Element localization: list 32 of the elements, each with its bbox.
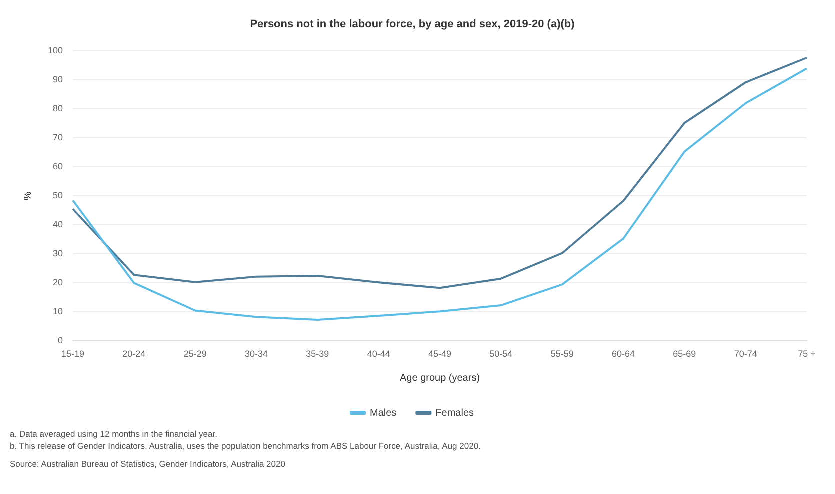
x-tick-label: 65-69 [673,349,696,360]
x-tick-label: 15-19 [62,349,85,360]
source-note: Source: Australian Bureau of Statistics, Gender Indicators, Australia 2020 [10,458,286,470]
y-tick-label: 60 [53,162,64,172]
y-tick-label: 50 [53,190,64,201]
y-tick-label: 10 [53,306,64,317]
y-tick-label: 40 [53,220,64,230]
chart-title: Persons not in the labour force, by age and sex, 2019-20 (a)(b) [250,18,576,31]
y-tick-label: 100 [48,46,64,56]
text: a. Data averaged using 12 months in the financial year. [10,428,218,440]
x-tick-label: 70-74 [734,349,758,360]
x-axis-title: Age group (years) [400,372,480,384]
x-tick-label: 45-49 [428,349,452,360]
y-tick-label: 0 [58,336,64,346]
x-tick-label: 30-34 [244,349,268,360]
legend-label: Females [436,408,474,419]
x-tick-label: 35-39 [306,349,330,360]
y-tick-label: 90 [53,74,64,85]
legend-label: Males [370,408,397,419]
x-tick-label: 20-24 [122,349,146,360]
y-tick-label: 20 [53,278,64,288]
x-tick-label: 60-64 [612,349,636,360]
y-tick-label: 30 [53,248,64,259]
x-tick-label: 40-44 [367,349,390,360]
text: b. This release of Gender Indicators, Australia, uses the population benchmarks from ABS Labour Force, Australia, Aug 2020. [10,440,482,452]
x-tick-label: 55-59 [550,349,574,360]
y-tick-label: 80 [53,104,64,114]
x-tick-label: 75 + [798,349,816,360]
x-tick-label: 50-54 [490,349,513,360]
x-tick-label: 25-29 [184,349,207,360]
y-tick-label: 70 [53,132,64,143]
y-axis-title: % [22,192,34,201]
